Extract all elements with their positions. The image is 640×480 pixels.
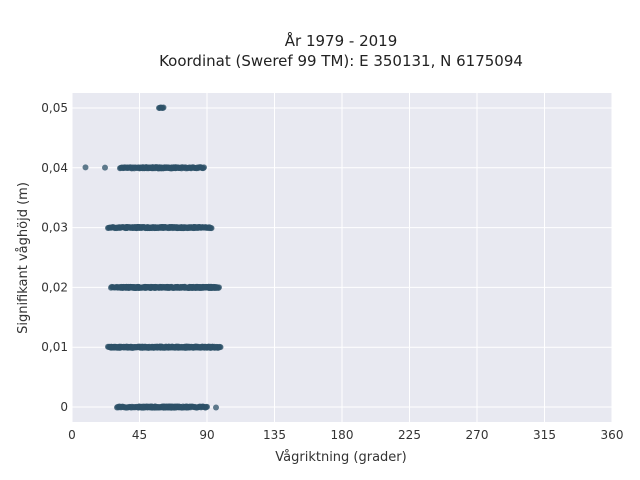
data-point: [206, 344, 213, 351]
data-point: [113, 344, 120, 351]
data-point: [136, 224, 143, 231]
grid-lines: [71, 93, 613, 422]
data-point: [118, 283, 125, 290]
chart-title-line-2: Koordinat (Sweref 99 TM): E 350131, N 61…: [159, 52, 523, 70]
data-point: [197, 344, 204, 351]
data-point: [208, 283, 215, 290]
data-points: [82, 104, 224, 411]
x-tick-label: 225: [398, 428, 421, 442]
data-point: [161, 404, 168, 411]
data-point: [142, 284, 149, 291]
data-point: [160, 104, 167, 111]
data-point: [175, 164, 182, 171]
y-axis-label: Signifikant våghöjd (m): [16, 182, 31, 334]
data-point: [153, 404, 160, 410]
data-point: [213, 284, 220, 291]
data-point: [102, 164, 108, 171]
data-point: [152, 284, 159, 291]
data-point: [144, 225, 151, 232]
data-point: [159, 164, 166, 171]
data-point: [204, 403, 210, 410]
x-axis-label: Vågriktning (grader): [275, 450, 406, 465]
data-point: [201, 164, 207, 171]
data-point: [108, 343, 115, 350]
data-point: [132, 284, 139, 291]
data-point: [168, 165, 175, 172]
x-tick-label: 315: [533, 428, 556, 442]
data-point: [141, 165, 148, 172]
x-tick-label: 45: [132, 428, 147, 442]
data-point: [195, 284, 202, 291]
y-tick-label: 0,05: [41, 101, 68, 115]
data-point: [186, 284, 193, 291]
data-point: [168, 404, 175, 411]
data-point: [181, 284, 188, 291]
data-point: [123, 344, 130, 351]
data-point: [164, 284, 171, 291]
data-point: [130, 344, 137, 351]
y-axis-ticks: 0 0,01 0,02 0,03 0,04 0,05: [41, 101, 68, 414]
chart-title-line-1: År 1979 - 2019: [285, 31, 398, 50]
x-tick-label: 135: [263, 428, 286, 442]
data-point: [202, 344, 209, 351]
x-tick-label: 180: [331, 428, 354, 442]
y-tick-label: 0,03: [41, 221, 68, 235]
x-axis-ticks: 0 45 90 135 180 225 270 315 360: [68, 428, 623, 442]
data-point: [140, 344, 147, 351]
data-point: [124, 224, 131, 231]
y-tick-label: 0,01: [41, 340, 68, 354]
x-tick-label: 0: [68, 428, 76, 442]
y-tick-label: 0: [60, 400, 68, 414]
x-tick-label: 360: [601, 428, 624, 442]
data-point: [184, 225, 191, 232]
data-point: [202, 284, 209, 291]
y-tick-label: 0,02: [41, 280, 68, 294]
y-tick-label: 0,04: [41, 161, 68, 175]
data-point: [146, 344, 153, 351]
data-point: [180, 344, 187, 351]
data-point: [191, 224, 198, 231]
data-point: [208, 225, 215, 232]
data-point: [213, 404, 219, 411]
data-point: [160, 344, 167, 351]
data-point: [139, 404, 146, 411]
x-tick-label: 90: [199, 428, 214, 442]
data-point: [82, 164, 89, 171]
data-point: [188, 343, 195, 350]
data-point: [175, 343, 182, 350]
data-point: [177, 284, 184, 291]
data-point: [153, 224, 160, 231]
x-tick-label: 270: [466, 428, 489, 442]
data-point: [182, 403, 189, 410]
data-point: [150, 164, 157, 171]
data-point: [128, 284, 135, 291]
data-point: [123, 283, 130, 290]
data-point: [162, 224, 169, 231]
